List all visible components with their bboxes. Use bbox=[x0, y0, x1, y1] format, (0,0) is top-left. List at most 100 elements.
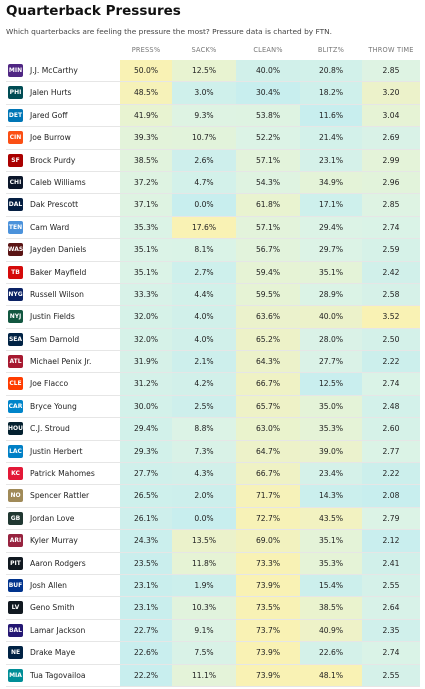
player-name: Joe Burrow bbox=[30, 133, 71, 143]
cell-blitz: 39.0% bbox=[300, 440, 362, 463]
cell-sack: 2.7% bbox=[172, 261, 236, 283]
table-row: CLE Joe Flacco 31.2% 4.2% 66.7% 12.5% 2.74 bbox=[6, 373, 420, 396]
table-row: KC Patrick Mahomes 27.7% 4.3% 66.7% 23.4% 2.22 bbox=[6, 463, 420, 486]
player-name: Patrick Mahomes bbox=[30, 469, 95, 479]
cell-sack: 9.3% bbox=[172, 104, 236, 127]
cell-throw-time: 2.85 bbox=[362, 194, 420, 216]
table-body: MIN J.J. McCarthy 50.0% 12.5% 40.0% 20.8% 2.85… bbox=[6, 60, 420, 687]
cell-throw-time: 2.42 bbox=[362, 261, 420, 283]
team-logo-icon: CHI bbox=[8, 175, 23, 189]
cell-throw-time: 2.74 bbox=[362, 642, 420, 664]
cell-clean: 64.3% bbox=[236, 351, 300, 373]
header-blitz[interactable]: BLITZ% bbox=[317, 46, 345, 54]
cell-blitz: 35.3% bbox=[300, 552, 362, 574]
cell-press: 32.0% bbox=[120, 306, 172, 328]
team-logo-icon: SF bbox=[8, 153, 23, 167]
cell-throw-time: 2.64 bbox=[362, 597, 420, 619]
cell-press: 50.0% bbox=[120, 60, 172, 82]
cell-sack: 2.5% bbox=[172, 395, 236, 418]
cell-clean: 53.8% bbox=[236, 104, 300, 127]
cell-press: 31.2% bbox=[120, 373, 172, 395]
cell-clean: 61.8% bbox=[236, 194, 300, 216]
table-row: HOU C.J. Stroud 29.4% 8.8% 63.0% 35.3% 2.60 bbox=[6, 418, 420, 441]
cell-sack: 12.5% bbox=[172, 60, 236, 82]
team-logo-icon: CIN bbox=[8, 131, 23, 145]
table-row: DAL Dak Prescott 37.1% 0.0% 61.8% 17.1% 2.85 bbox=[6, 194, 420, 217]
cell-press: 35.3% bbox=[120, 216, 172, 239]
table-row: SF Brock Purdy 38.5% 2.6% 57.1% 23.1% 2.99 bbox=[6, 149, 420, 172]
team-logo-icon: NO bbox=[8, 489, 23, 503]
cell-blitz: 29.7% bbox=[300, 239, 362, 261]
player-name: Justin Herbert bbox=[30, 446, 83, 456]
cell-sack: 13.5% bbox=[172, 530, 236, 552]
cell-blitz: 28.9% bbox=[300, 283, 362, 306]
table-row: TEN Cam Ward 35.3% 17.6% 57.1% 29.4% 2.74 bbox=[6, 216, 420, 240]
team-logo-icon: NYJ bbox=[8, 310, 23, 324]
team-logo-icon: CAR bbox=[8, 399, 23, 413]
team-logo-icon: MIA bbox=[8, 668, 23, 682]
header-press[interactable]: PRESS% bbox=[131, 46, 161, 54]
table-row: CIN Joe Burrow 39.3% 10.7% 52.2% 21.4% 2.69 bbox=[6, 127, 420, 150]
cell-clean: 73.9% bbox=[236, 574, 300, 597]
cell-press: 38.5% bbox=[120, 149, 172, 171]
header-throw-time[interactable]: THROW TIME bbox=[368, 46, 414, 54]
chart-subtitle: Which quarterbacks are feeling the press… bbox=[6, 27, 333, 36]
cell-sack: 4.7% bbox=[172, 171, 236, 194]
cell-blitz: 40.9% bbox=[300, 619, 362, 642]
player-name: Brock Purdy bbox=[30, 155, 76, 165]
cell-sack: 4.0% bbox=[172, 328, 236, 351]
table-row: BAL Lamar Jackson 22.7% 9.1% 73.7% 40.9% 2.35 bbox=[6, 619, 420, 643]
cell-sack: 11.8% bbox=[172, 552, 236, 574]
player-name: J.J. McCarthy bbox=[30, 66, 78, 75]
table-row: PIT Aaron Rodgers 23.5% 11.8% 73.3% 35.3% 2.41 bbox=[6, 552, 420, 575]
cell-throw-time: 2.59 bbox=[362, 239, 420, 261]
header-sack[interactable]: SACK% bbox=[191, 46, 217, 54]
cell-throw-time: 2.85 bbox=[362, 60, 420, 82]
player-name: Tua Tagovailoa bbox=[30, 670, 86, 680]
cell-blitz: 28.0% bbox=[300, 328, 362, 351]
cell-press: 37.2% bbox=[120, 171, 172, 194]
cell-blitz: 11.6% bbox=[300, 104, 362, 127]
cell-throw-time: 2.60 bbox=[362, 418, 420, 440]
team-logo-icon: LV bbox=[8, 601, 23, 615]
cell-press: 48.5% bbox=[120, 82, 172, 104]
table-row: MIA Tua Tagovailoa 22.2% 11.1% 73.9% 48.1% 2.5… bbox=[6, 664, 420, 687]
table-row: GB Jordan Love 26.1% 0.0% 72.7% 43.5% 2.79 bbox=[6, 507, 420, 531]
team-logo-icon: NYG bbox=[8, 287, 23, 301]
team-logo-icon: LAC bbox=[8, 444, 23, 458]
cell-blitz: 27.7% bbox=[300, 351, 362, 373]
team-logo-icon: BAL bbox=[8, 623, 23, 637]
table-row: SEA Sam Darnold 32.0% 4.0% 65.2% 28.0% 2.50 bbox=[6, 328, 420, 352]
cell-blitz: 23.4% bbox=[300, 463, 362, 485]
cell-press: 23.1% bbox=[120, 597, 172, 619]
team-logo-icon: BUF bbox=[8, 578, 23, 592]
cell-throw-time: 2.48 bbox=[362, 395, 420, 418]
cell-blitz: 18.2% bbox=[300, 82, 362, 104]
cell-throw-time: 2.22 bbox=[362, 351, 420, 373]
cell-sack: 7.5% bbox=[172, 642, 236, 664]
cell-clean: 59.4% bbox=[236, 261, 300, 283]
team-logo-icon: CLE bbox=[8, 377, 23, 391]
cell-sack: 10.7% bbox=[172, 127, 236, 149]
team-logo-icon: TEN bbox=[8, 220, 23, 234]
cell-sack: 4.2% bbox=[172, 373, 236, 395]
cell-press: 31.9% bbox=[120, 351, 172, 373]
player-name: Sam Darnold bbox=[30, 334, 80, 344]
cell-sack: 0.0% bbox=[172, 194, 236, 216]
team-logo-icon: NE bbox=[8, 646, 23, 660]
cell-throw-time: 2.55 bbox=[362, 574, 420, 597]
cell-throw-time: 3.20 bbox=[362, 82, 420, 104]
cell-clean: 66.7% bbox=[236, 373, 300, 395]
cell-throw-time: 2.12 bbox=[362, 530, 420, 552]
team-logo-icon: TB bbox=[8, 265, 23, 279]
cell-blitz: 35.1% bbox=[300, 261, 362, 283]
team-logo-icon: DET bbox=[8, 108, 23, 122]
cell-clean: 73.3% bbox=[236, 552, 300, 574]
player-name: Michael Penix Jr. bbox=[30, 357, 92, 367]
cell-sack: 8.1% bbox=[172, 239, 236, 261]
header-clean[interactable]: CLEAN% bbox=[253, 46, 283, 54]
team-logo-icon: ARI bbox=[8, 534, 23, 548]
cell-throw-time: 2.55 bbox=[362, 664, 420, 686]
cell-clean: 71.7% bbox=[236, 485, 300, 507]
cell-sack: 4.3% bbox=[172, 463, 236, 485]
